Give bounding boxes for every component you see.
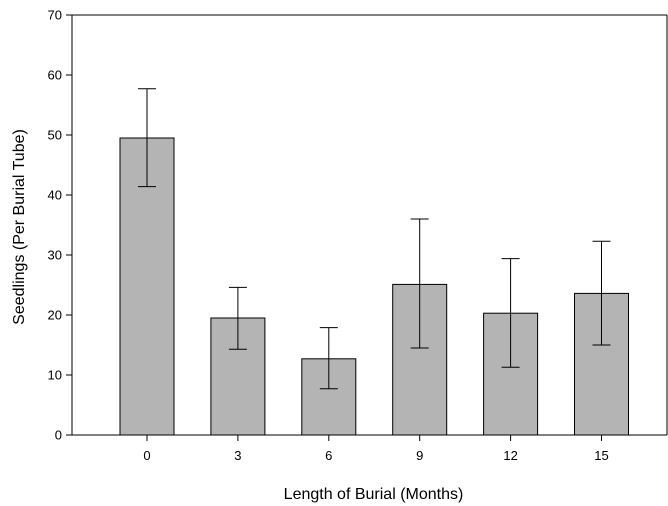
error-bar-6 — [319, 327, 338, 390]
bar-0 — [119, 137, 175, 436]
x-axis-title: Length of Burial (Months) — [284, 486, 464, 503]
error-bar-12 — [501, 258, 520, 368]
x-tick-label: 15 — [594, 448, 608, 463]
y-tick-label: 10 — [48, 368, 62, 383]
error-bar-15 — [592, 240, 611, 346]
x-axis-ticks: 0 3 6 9 12 15 — [143, 435, 609, 463]
y-tick-label: 0 — [55, 428, 62, 443]
y-tick-label: 20 — [48, 308, 62, 323]
x-tick-label: 9 — [416, 448, 423, 463]
error-bar-9 — [410, 218, 429, 349]
x-tick-label: 6 — [325, 448, 332, 463]
error-bars — [138, 88, 611, 390]
y-tick-label: 50 — [48, 128, 62, 143]
x-tick-label: 0 — [143, 448, 150, 463]
bars — [119, 137, 629, 436]
x-tick-label: 12 — [503, 448, 517, 463]
error-bar-0 — [138, 88, 156, 188]
y-axis-ticks: 0 10 20 30 40 50 60 70 — [48, 8, 72, 443]
x-tick-label: 3 — [234, 448, 241, 463]
y-tick-label: 60 — [48, 68, 62, 83]
error-bar-3 — [228, 286, 247, 350]
y-axis-title: Seedlings (Per Burial Tube) — [11, 129, 28, 325]
y-tick-label: 40 — [48, 188, 62, 203]
y-tick-label: 70 — [48, 8, 62, 23]
bar-9 — [392, 283, 448, 436]
y-tick-label: 30 — [48, 248, 62, 263]
